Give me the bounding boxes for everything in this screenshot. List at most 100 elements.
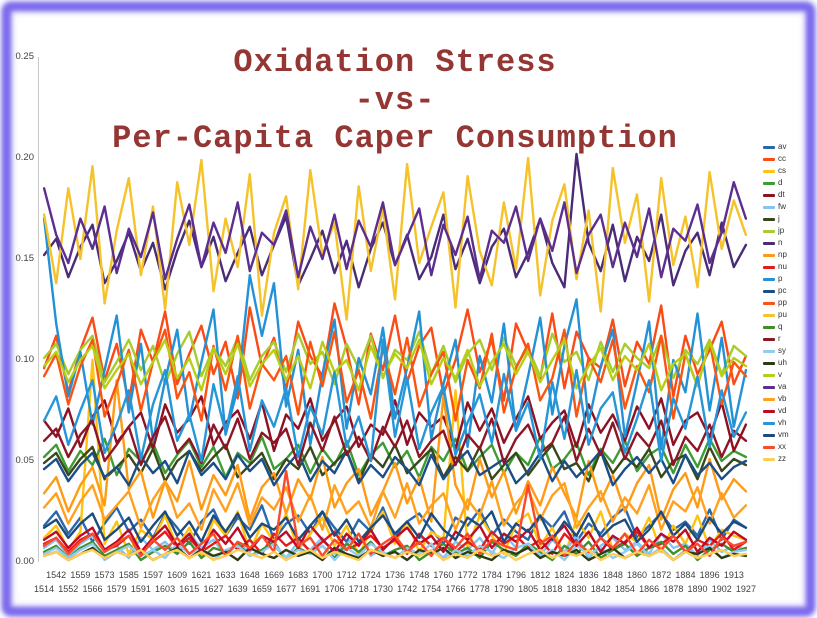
x-tick-label: 1878 xyxy=(663,584,684,594)
legend-swatch-vb xyxy=(763,397,775,401)
legend-label-cc: cc xyxy=(778,154,786,163)
legend-swatch-p xyxy=(763,277,775,281)
x-tick-label: 1559 xyxy=(70,570,91,580)
x-tick-label: 1669 xyxy=(263,570,284,580)
x-tick-label: 1648 xyxy=(239,570,260,580)
legend-label-zz: zz xyxy=(778,454,786,463)
legend-swatch-n xyxy=(763,241,775,245)
legend-item-vd: vd xyxy=(763,405,789,417)
x-tick-label: 1812 xyxy=(530,570,551,580)
y-tick-label: 0.10 xyxy=(15,354,35,365)
x-tick-label: 1796 xyxy=(506,570,527,580)
legend-item-p: p xyxy=(763,273,789,285)
legend-swatch-v xyxy=(763,373,775,377)
x-tick-label: 1902 xyxy=(711,584,732,594)
legend-label-vd: vd xyxy=(778,406,787,415)
legend-swatch-pc xyxy=(763,289,775,293)
legend-label-pu: pu xyxy=(778,310,787,319)
legend-label-vb: vb xyxy=(778,394,787,403)
legend-swatch-vm xyxy=(763,433,775,437)
series-line-dt xyxy=(42,395,748,453)
y-tick-label: 0.20 xyxy=(15,152,35,163)
x-tick-label: 1742 xyxy=(397,584,418,594)
series-line-pc xyxy=(42,449,748,487)
x-tick-label: 1718 xyxy=(348,584,369,594)
legend-label-sy: sy xyxy=(778,346,786,355)
x-tick-label: 1700 xyxy=(312,570,333,580)
legend-label-xx: xx xyxy=(778,442,786,451)
legend-swatch-cc xyxy=(763,157,775,161)
legend-swatch-j xyxy=(763,217,775,221)
legend-label-pc: pc xyxy=(778,286,787,295)
legend: av cc cs d dt fw j jp n np nu p pc pp pu q r sy uh v va vb vd v… xyxy=(763,141,789,465)
legend-item-av: av xyxy=(763,141,789,153)
x-tick-label: 1566 xyxy=(82,584,103,594)
legend-swatch-vd xyxy=(763,409,775,413)
x-tick-label: 1836 xyxy=(578,570,599,580)
y-tick-label: 0.15 xyxy=(15,253,35,264)
x-tick-label: 1824 xyxy=(554,570,575,580)
legend-item-nu: nu xyxy=(763,261,789,273)
x-tick-label: 1830 xyxy=(566,584,587,594)
x-tick-label: 1842 xyxy=(590,584,611,594)
legend-swatch-nu xyxy=(763,265,775,269)
legend-item-j: j xyxy=(763,213,789,225)
legend-swatch-dt xyxy=(763,193,775,197)
series-line-zz xyxy=(42,548,748,562)
legend-label-n: n xyxy=(778,238,783,247)
legend-item-zz: zz xyxy=(763,453,789,465)
legend-label-p: p xyxy=(778,274,783,283)
series-line-cs xyxy=(42,358,748,558)
legend-item-dt: dt xyxy=(763,189,789,201)
x-tick-label: 1724 xyxy=(360,570,381,580)
legend-swatch-cs xyxy=(763,169,775,173)
series-line-xx xyxy=(42,469,748,558)
x-tick-label: 1683 xyxy=(288,570,309,580)
x-tick-label: 1754 xyxy=(421,584,442,594)
x-tick-label: 1706 xyxy=(324,584,345,594)
legend-swatch-uh xyxy=(763,361,775,365)
legend-label-r: r xyxy=(778,334,781,343)
legend-item-d: d xyxy=(763,177,789,189)
legend-swatch-pp xyxy=(763,301,775,305)
legend-swatch-q xyxy=(763,325,775,329)
legend-swatch-sy xyxy=(763,349,775,353)
series-line-jp xyxy=(42,330,748,386)
legend-label-pp: pp xyxy=(778,298,787,307)
x-tick-label: 1818 xyxy=(542,584,563,594)
x-axis-labels-row2: 1514 1552 1566 1579 1591 1603 1615 1627 1639 1659… xyxy=(0,583,817,595)
x-tick-label: 1514 xyxy=(34,584,55,594)
x-tick-label: 1766 xyxy=(445,584,466,594)
legend-label-vh: vh xyxy=(778,418,787,427)
legend-swatch-pu xyxy=(763,313,775,317)
x-tick-label: 1573 xyxy=(94,570,115,580)
legend-label-jp: jp xyxy=(778,226,785,235)
series-line-pp xyxy=(42,328,748,422)
x-tick-label: 1860 xyxy=(627,570,648,580)
series-line-cc xyxy=(42,302,748,406)
plot-lines xyxy=(42,152,748,562)
y-axis-line xyxy=(38,57,39,562)
legend-item-q: q xyxy=(763,321,789,333)
series-line-r xyxy=(42,415,748,467)
legend-item-va: va xyxy=(763,381,789,393)
x-tick-label: 1659 xyxy=(251,584,272,594)
x-tick-label: 1884 xyxy=(675,570,696,580)
legend-label-uh: uh xyxy=(778,358,787,367)
x-tick-label: 1748 xyxy=(409,570,430,580)
x-tick-label: 1872 xyxy=(651,570,672,580)
x-tick-label: 1603 xyxy=(155,584,176,594)
legend-item-pu: pu xyxy=(763,309,789,321)
x-tick-label: 1730 xyxy=(372,584,393,594)
legend-label-q: q xyxy=(778,322,783,331)
x-tick-label: 1627 xyxy=(203,584,224,594)
x-tick-label: 1778 xyxy=(469,584,490,594)
series-line-va xyxy=(42,180,748,281)
x-tick-label: 1585 xyxy=(118,570,139,580)
x-tick-label: 1542 xyxy=(46,570,67,580)
legend-label-va: va xyxy=(778,382,787,391)
legend-swatch-r xyxy=(763,337,775,341)
x-tick-label: 1854 xyxy=(614,584,635,594)
x-tick-label: 1772 xyxy=(457,570,478,580)
legend-item-sy: sy xyxy=(763,345,789,357)
